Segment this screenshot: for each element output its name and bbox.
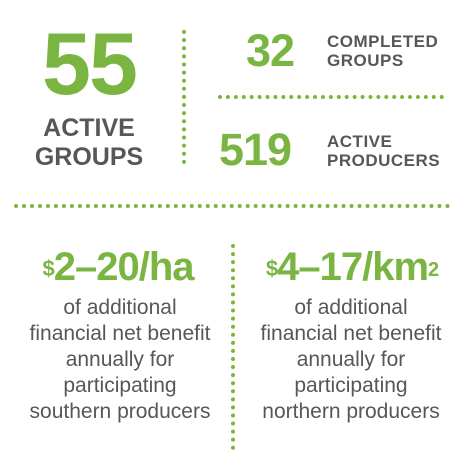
completed-groups-label-line1: COMPLETED xyxy=(327,32,439,51)
vertical-divider-bottom xyxy=(231,244,235,450)
active-producers-label: ACTIVE PRODUCERS xyxy=(327,132,440,170)
active-producers-label-line1: ACTIVE xyxy=(327,132,393,151)
northern-currency-symbol: $ xyxy=(265,256,278,281)
southern-rate-value: 2–20/ha xyxy=(53,245,195,289)
completed-groups-label-line2: GROUPS xyxy=(327,51,404,70)
horizontal-divider-right xyxy=(218,95,444,99)
vertical-divider-top xyxy=(182,30,186,164)
active-producers-number: 519 xyxy=(219,124,292,175)
northern-rate: $4–17/km2 xyxy=(247,244,457,290)
completed-groups-label: COMPLETED GROUPS xyxy=(327,32,438,70)
active-groups-number: 55 xyxy=(42,14,138,113)
southern-rate: $2–20/ha xyxy=(18,244,218,290)
active-producers-label-line2: PRODUCERS xyxy=(327,151,441,170)
active-groups-label: ACTIVE GROUPS xyxy=(34,114,144,171)
horizontal-divider-full xyxy=(14,204,450,208)
northern-description: of additional financial net benefit annu… xyxy=(260,296,442,423)
northern-rate-value: 4–17/km xyxy=(277,245,429,289)
northern-rate-superscript: 2 xyxy=(428,259,439,281)
southern-currency-symbol: $ xyxy=(42,256,54,281)
completed-groups-number: 32 xyxy=(246,25,295,76)
southern-description: of additional financial net benefit annu… xyxy=(29,296,211,423)
